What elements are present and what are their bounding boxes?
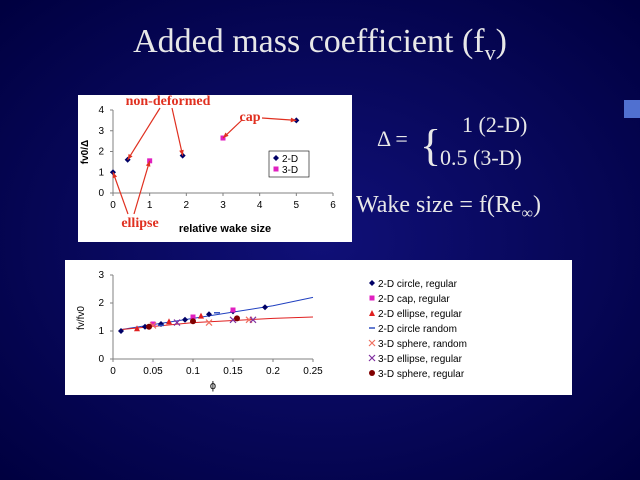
marker bbox=[206, 311, 212, 318]
case-3d: 0.5 (3-D) bbox=[440, 145, 522, 170]
marker bbox=[190, 318, 196, 325]
annotation-arrow bbox=[171, 107, 184, 156]
legend-label: 3-D ellipse, regular bbox=[378, 354, 463, 365]
legend-label: 3-D sphere, random bbox=[378, 339, 467, 350]
arrow-head bbox=[145, 160, 151, 167]
y-tick-label: 2 bbox=[98, 147, 104, 158]
x-tick-label: 0.15 bbox=[223, 366, 243, 377]
legend-label: 2-D bbox=[282, 154, 298, 165]
y-tick-label: 3 bbox=[98, 270, 104, 281]
annotation-arrow bbox=[133, 160, 151, 215]
annotation-arrow bbox=[261, 117, 297, 121]
x-axis-label: relative wake size bbox=[179, 223, 271, 235]
x-tick-label: 3 bbox=[220, 200, 226, 211]
marker bbox=[190, 314, 196, 320]
legend-label: 2-D cap, regular bbox=[378, 294, 450, 305]
wake-main: Wake size = f(Re bbox=[356, 192, 522, 218]
marker bbox=[369, 370, 375, 376]
marker bbox=[230, 307, 236, 313]
legend-label: 3-D bbox=[282, 165, 298, 176]
y-tick-label: 3 bbox=[98, 126, 104, 137]
x-tick-label: 2 bbox=[184, 200, 190, 211]
y-tick-label: 2 bbox=[98, 298, 104, 309]
x-tick-label: 0.25 bbox=[303, 366, 323, 377]
marker bbox=[234, 315, 240, 322]
marker bbox=[273, 155, 279, 161]
x-tick-label: 5 bbox=[294, 200, 300, 211]
x-tick-label: 0.2 bbox=[266, 366, 280, 377]
x-axis-label: ϕ bbox=[210, 380, 216, 392]
legend-label: 2-D ellipse, regular bbox=[378, 309, 463, 320]
delta: Δ = bbox=[377, 126, 408, 151]
marker bbox=[205, 319, 213, 327]
legend-label: 2-D circle random bbox=[378, 324, 457, 335]
legend-box bbox=[268, 150, 310, 178]
y-tick-label: 4 bbox=[98, 105, 104, 116]
y-axis-label: fv/fv0 bbox=[76, 306, 87, 330]
marker bbox=[150, 321, 156, 327]
annotation: cap bbox=[240, 110, 261, 125]
legend-label: 2-D circle, regular bbox=[378, 279, 458, 290]
slide-title: Added mass coefficient (fv) bbox=[133, 23, 507, 65]
wake-sub: ∞ bbox=[522, 205, 533, 222]
y-axis-label: fv0/Δ bbox=[80, 140, 91, 164]
x-tick-label: 0.1 bbox=[186, 366, 200, 377]
x-tick-label: 0 bbox=[110, 200, 116, 211]
marker bbox=[273, 166, 279, 172]
title-text: Added mass coefficient (f bbox=[133, 23, 485, 60]
annotation-arrow bbox=[127, 107, 161, 161]
marker bbox=[173, 319, 181, 327]
annotation-arrow bbox=[112, 172, 129, 215]
legend-label: 3-D sphere, regular bbox=[378, 369, 465, 380]
y-tick-label: 0 bbox=[98, 354, 104, 365]
chart-area bbox=[78, 95, 352, 242]
marker bbox=[368, 339, 376, 347]
arrow-head bbox=[179, 149, 184, 156]
marker bbox=[118, 328, 124, 334]
case-2d: 1 (2-D) bbox=[462, 112, 527, 137]
title-end: ) bbox=[496, 23, 507, 60]
y-tick-label: 1 bbox=[98, 326, 104, 337]
marker bbox=[198, 312, 204, 319]
arrow-head bbox=[223, 132, 229, 139]
marker bbox=[262, 304, 268, 311]
wake-end: ) bbox=[533, 192, 541, 218]
marker bbox=[369, 310, 375, 316]
brace: { bbox=[420, 121, 441, 170]
y-tick-label: 1 bbox=[98, 167, 104, 178]
x-tick-label: 4 bbox=[257, 200, 263, 211]
marker bbox=[166, 318, 172, 325]
marker bbox=[249, 316, 257, 324]
annotation: ellipse bbox=[121, 216, 158, 231]
marker bbox=[182, 316, 188, 323]
marker bbox=[369, 280, 375, 286]
title-sub: v bbox=[485, 40, 496, 65]
arrow-head bbox=[127, 153, 133, 160]
x-tick-label: 0 bbox=[110, 366, 116, 377]
arrow-head bbox=[112, 172, 118, 179]
marker bbox=[134, 325, 140, 332]
annotation: non-deformed bbox=[126, 94, 211, 109]
wake-text: Wake size = f(Re∞) bbox=[356, 192, 541, 222]
x-tick-label: 6 bbox=[330, 200, 336, 211]
marker bbox=[368, 354, 376, 362]
y-tick-label: 0 bbox=[98, 188, 104, 199]
arrow-head bbox=[290, 117, 297, 123]
decoration bbox=[624, 100, 640, 118]
marker bbox=[146, 323, 152, 330]
x-tick-label: 1 bbox=[147, 200, 153, 211]
x-tick-label: 0.05 bbox=[143, 366, 163, 377]
marker bbox=[369, 295, 375, 301]
